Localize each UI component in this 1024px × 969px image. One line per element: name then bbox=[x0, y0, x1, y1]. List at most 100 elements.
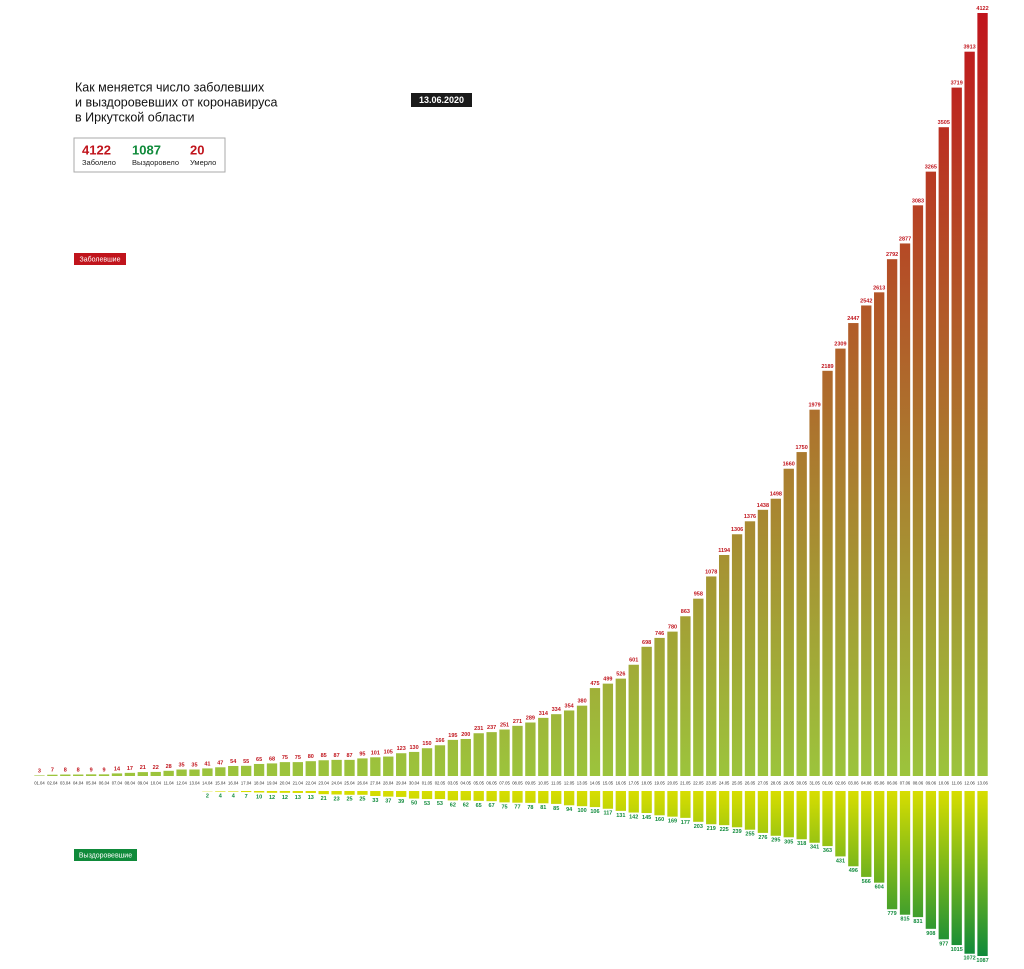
x-tick-label: 10.06 bbox=[939, 781, 950, 786]
data-label: 225 bbox=[720, 827, 729, 833]
bar bbox=[576, 791, 588, 807]
data-label: 1498 bbox=[770, 492, 782, 498]
bar bbox=[176, 769, 187, 776]
x-tick-label: 03.06 bbox=[848, 781, 859, 786]
data-label: 566 bbox=[862, 879, 871, 885]
bar bbox=[486, 732, 497, 776]
data-label: 142 bbox=[629, 815, 638, 821]
x-tick-label: 21.05 bbox=[680, 781, 691, 786]
x-tick-label: 01.05 bbox=[422, 781, 433, 786]
bar bbox=[150, 771, 161, 776]
data-label: 47 bbox=[217, 760, 223, 766]
bar bbox=[525, 722, 536, 776]
data-label: 131 bbox=[616, 813, 625, 819]
bar bbox=[628, 791, 639, 813]
data-label: 85 bbox=[553, 806, 559, 812]
data-label: 255 bbox=[745, 832, 754, 838]
data-label: 289 bbox=[526, 715, 535, 721]
x-tick-label: 06.04 bbox=[99, 781, 110, 786]
bar bbox=[835, 791, 846, 857]
bar bbox=[34, 775, 45, 776]
data-label: 39 bbox=[398, 799, 404, 805]
x-tick-label: 23.05 bbox=[706, 781, 717, 786]
bar bbox=[189, 769, 200, 776]
title-line: в Иркутской области bbox=[75, 110, 195, 124]
bar bbox=[357, 791, 368, 795]
bar bbox=[977, 13, 988, 776]
x-tick-label: 06.06 bbox=[887, 781, 898, 786]
bar bbox=[292, 791, 304, 793]
x-tick-label: 10.04 bbox=[150, 781, 161, 786]
bar bbox=[964, 51, 975, 776]
data-label: 54 bbox=[230, 759, 237, 765]
bar bbox=[396, 791, 407, 797]
data-label: 177 bbox=[681, 820, 690, 826]
data-label: 160 bbox=[655, 817, 664, 823]
data-label: 1376 bbox=[744, 514, 756, 520]
x-tick-label: 10.05 bbox=[538, 781, 549, 786]
data-label: 21 bbox=[321, 796, 327, 802]
bar bbox=[861, 791, 872, 877]
x-tick-label: 01.04 bbox=[34, 781, 45, 786]
bar bbox=[589, 688, 601, 776]
data-label: 831 bbox=[913, 919, 922, 925]
stat-value: 1087 bbox=[132, 142, 161, 157]
data-label: 1979 bbox=[808, 403, 820, 409]
bar bbox=[951, 791, 962, 946]
x-tick-label: 26.05 bbox=[745, 781, 756, 786]
bar bbox=[563, 710, 575, 776]
bar bbox=[602, 791, 614, 809]
x-tick-label: 29.05 bbox=[784, 781, 795, 786]
bar bbox=[628, 664, 639, 776]
x-tick-label: 23.04 bbox=[318, 781, 329, 786]
bar bbox=[111, 773, 123, 776]
bar bbox=[783, 791, 794, 838]
bar bbox=[344, 759, 355, 776]
bar bbox=[654, 791, 665, 816]
data-label: 2309 bbox=[834, 342, 846, 348]
data-label: 251 bbox=[500, 722, 509, 728]
data-label: 87 bbox=[346, 753, 352, 759]
data-label: 1087 bbox=[976, 958, 988, 964]
data-label: 8 bbox=[77, 767, 80, 773]
data-label: 475 bbox=[590, 681, 599, 687]
bar bbox=[279, 762, 291, 776]
data-label: 334 bbox=[552, 707, 562, 713]
x-tick-label: 22.05 bbox=[693, 781, 704, 786]
bar bbox=[447, 791, 459, 801]
x-tick-label: 28.05 bbox=[771, 781, 782, 786]
legend-tag bbox=[74, 849, 137, 861]
bar bbox=[253, 791, 265, 793]
data-label: 1438 bbox=[757, 503, 769, 509]
data-label: 3265 bbox=[925, 165, 937, 171]
x-tick-label: 18.05 bbox=[641, 781, 652, 786]
x-tick-label: 07.04 bbox=[112, 781, 123, 786]
data-label: 25 bbox=[346, 797, 352, 803]
x-tick-label: 17.04 bbox=[241, 781, 252, 786]
data-label: 78 bbox=[527, 805, 533, 811]
x-tick-label: 09.06 bbox=[926, 781, 937, 786]
stat-value: 4122 bbox=[82, 142, 111, 157]
bar bbox=[266, 763, 278, 776]
x-tick-label: 01.06 bbox=[822, 781, 833, 786]
data-label: 237 bbox=[487, 725, 496, 731]
data-label: 318 bbox=[797, 841, 806, 847]
bar bbox=[977, 791, 988, 956]
bar bbox=[73, 774, 84, 776]
data-label: 100 bbox=[577, 808, 586, 814]
x-tick-label: 05.05 bbox=[473, 781, 484, 786]
bar bbox=[538, 717, 549, 776]
bar bbox=[809, 791, 820, 843]
bar bbox=[85, 774, 97, 776]
bar bbox=[266, 791, 278, 793]
bar bbox=[383, 791, 394, 797]
title-line: Как меняется число заболевших bbox=[75, 80, 265, 94]
bar bbox=[706, 791, 717, 825]
bar bbox=[576, 705, 588, 776]
bar bbox=[693, 598, 704, 776]
x-tick-label: 06.05 bbox=[486, 781, 497, 786]
data-label: 219 bbox=[707, 826, 716, 832]
data-label: 12 bbox=[269, 795, 275, 801]
data-label: 28 bbox=[166, 764, 172, 770]
title-line: и выздоровевших от коронавируса bbox=[75, 95, 278, 109]
